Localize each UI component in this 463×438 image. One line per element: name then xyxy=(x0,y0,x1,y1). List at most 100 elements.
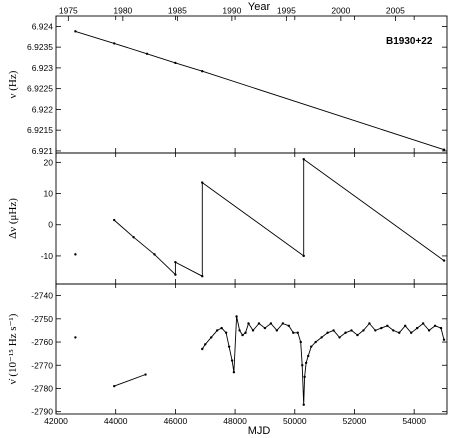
data-point xyxy=(74,30,77,33)
year-tick-label: 1995 xyxy=(277,6,296,16)
y-tick-label: -2780 xyxy=(31,383,53,393)
x-tick-label: 46000 xyxy=(164,416,188,426)
data-point xyxy=(350,329,353,332)
data-point xyxy=(368,322,371,325)
y-tick-label: 10 xyxy=(44,189,54,199)
data-point xyxy=(227,345,231,348)
data-point xyxy=(299,340,302,344)
data-point xyxy=(201,347,204,351)
data-point xyxy=(427,329,431,332)
data-point xyxy=(392,329,395,332)
data-point xyxy=(241,333,244,337)
y-axis-label: ν (Hz) xyxy=(7,70,19,98)
data-point xyxy=(201,275,204,278)
data-point xyxy=(174,260,177,264)
data-point xyxy=(251,329,255,332)
data-point xyxy=(263,326,267,330)
x-tick-label: 42000 xyxy=(44,416,68,426)
panel-frame xyxy=(55,283,448,415)
data-point xyxy=(314,340,317,344)
data-point xyxy=(374,329,377,332)
axes: 1975 1980 1985 1990 1995 2000 2005 6.921 6.9215 6… xyxy=(7,6,447,426)
data-point xyxy=(174,273,177,276)
data-point xyxy=(210,336,213,339)
data-point xyxy=(257,322,261,325)
data-point xyxy=(230,359,234,362)
data-point xyxy=(398,331,401,334)
data-point xyxy=(287,324,291,327)
data-point xyxy=(338,336,341,339)
data-point xyxy=(281,322,285,325)
year-tick-label: 1975 xyxy=(59,6,78,16)
data-point xyxy=(442,259,446,262)
data-point xyxy=(238,329,241,332)
data-point xyxy=(235,315,238,318)
data-point xyxy=(144,373,147,376)
data-point xyxy=(442,148,446,151)
data-point xyxy=(292,331,295,334)
series-line xyxy=(114,374,146,387)
pulsar-annotation: B1930+22 xyxy=(386,36,433,47)
data-point xyxy=(132,236,135,239)
data-point xyxy=(332,329,335,332)
data-point xyxy=(304,361,308,365)
data-point xyxy=(309,345,313,348)
x-tick-label: 54000 xyxy=(402,416,426,426)
data-point xyxy=(439,326,443,330)
data-point xyxy=(201,181,204,184)
series-line xyxy=(201,316,445,405)
data-point xyxy=(224,331,228,334)
y-tick-label: 6.9235 xyxy=(27,42,53,52)
x-tick-label: 44000 xyxy=(104,416,128,426)
data-point xyxy=(232,371,236,374)
data-point xyxy=(362,329,365,332)
y-tick-label: -2750 xyxy=(31,314,53,324)
data-series xyxy=(74,30,446,406)
data-point xyxy=(302,158,305,161)
data-point xyxy=(204,343,207,346)
y-tick-label: 0 xyxy=(48,220,53,230)
data-point xyxy=(421,322,425,325)
data-point xyxy=(113,42,116,45)
data-point xyxy=(275,329,279,332)
data-point xyxy=(404,324,407,327)
y-tick-label: 20 xyxy=(44,157,54,167)
data-point xyxy=(301,364,304,367)
data-point xyxy=(326,331,329,334)
y-tick-label: -2740 xyxy=(31,291,53,301)
data-point xyxy=(174,61,177,65)
data-point xyxy=(296,331,299,334)
data-point xyxy=(303,375,306,379)
x-tick-label: 48000 xyxy=(223,416,247,426)
data-point xyxy=(380,326,383,330)
data-point xyxy=(247,322,250,325)
x-tick-label: 52000 xyxy=(343,416,367,426)
data-point xyxy=(356,333,359,337)
data-point xyxy=(113,218,116,222)
data-point xyxy=(344,331,347,334)
data-point xyxy=(74,253,77,256)
data-point xyxy=(386,324,389,327)
y-tick-label: 6.924 xyxy=(32,21,54,31)
y-tick-label: 6.922 xyxy=(32,104,54,114)
data-point xyxy=(244,331,247,334)
data-point xyxy=(215,329,219,332)
y-tick-label: -2770 xyxy=(31,360,53,370)
y-tick-label: 6.9215 xyxy=(27,125,53,135)
data-point xyxy=(269,322,273,325)
y-tick-label: -2790 xyxy=(31,407,53,417)
y-tick-label: 6.9225 xyxy=(27,84,53,94)
panel-frames xyxy=(55,15,448,415)
data-point xyxy=(220,326,223,330)
y-tick-label: -10 xyxy=(41,251,54,261)
y-tick-label: -2760 xyxy=(31,337,53,347)
y-axis-label: ν̇ (10⁻¹⁵ Hz s⁻¹) xyxy=(7,313,19,384)
data-point xyxy=(145,52,149,55)
data-point xyxy=(415,326,419,330)
series-line xyxy=(113,158,445,277)
year-tick-label: 1985 xyxy=(168,6,187,16)
year-tick-label: 2005 xyxy=(386,6,405,16)
data-point xyxy=(201,70,204,73)
data-point xyxy=(307,354,310,358)
data-point xyxy=(433,324,437,327)
